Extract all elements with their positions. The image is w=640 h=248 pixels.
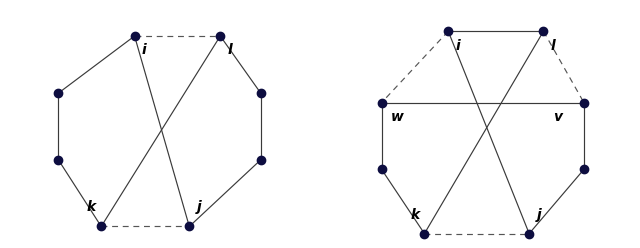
Text: v: v (553, 110, 562, 124)
Text: w: w (391, 110, 404, 124)
Text: j: j (196, 200, 201, 215)
Text: k: k (410, 208, 419, 221)
Text: k: k (87, 200, 96, 215)
Text: j: j (536, 208, 541, 221)
Text: i: i (141, 43, 147, 57)
Text: l: l (227, 43, 232, 57)
Text: i: i (456, 38, 460, 53)
Text: l: l (550, 38, 556, 53)
